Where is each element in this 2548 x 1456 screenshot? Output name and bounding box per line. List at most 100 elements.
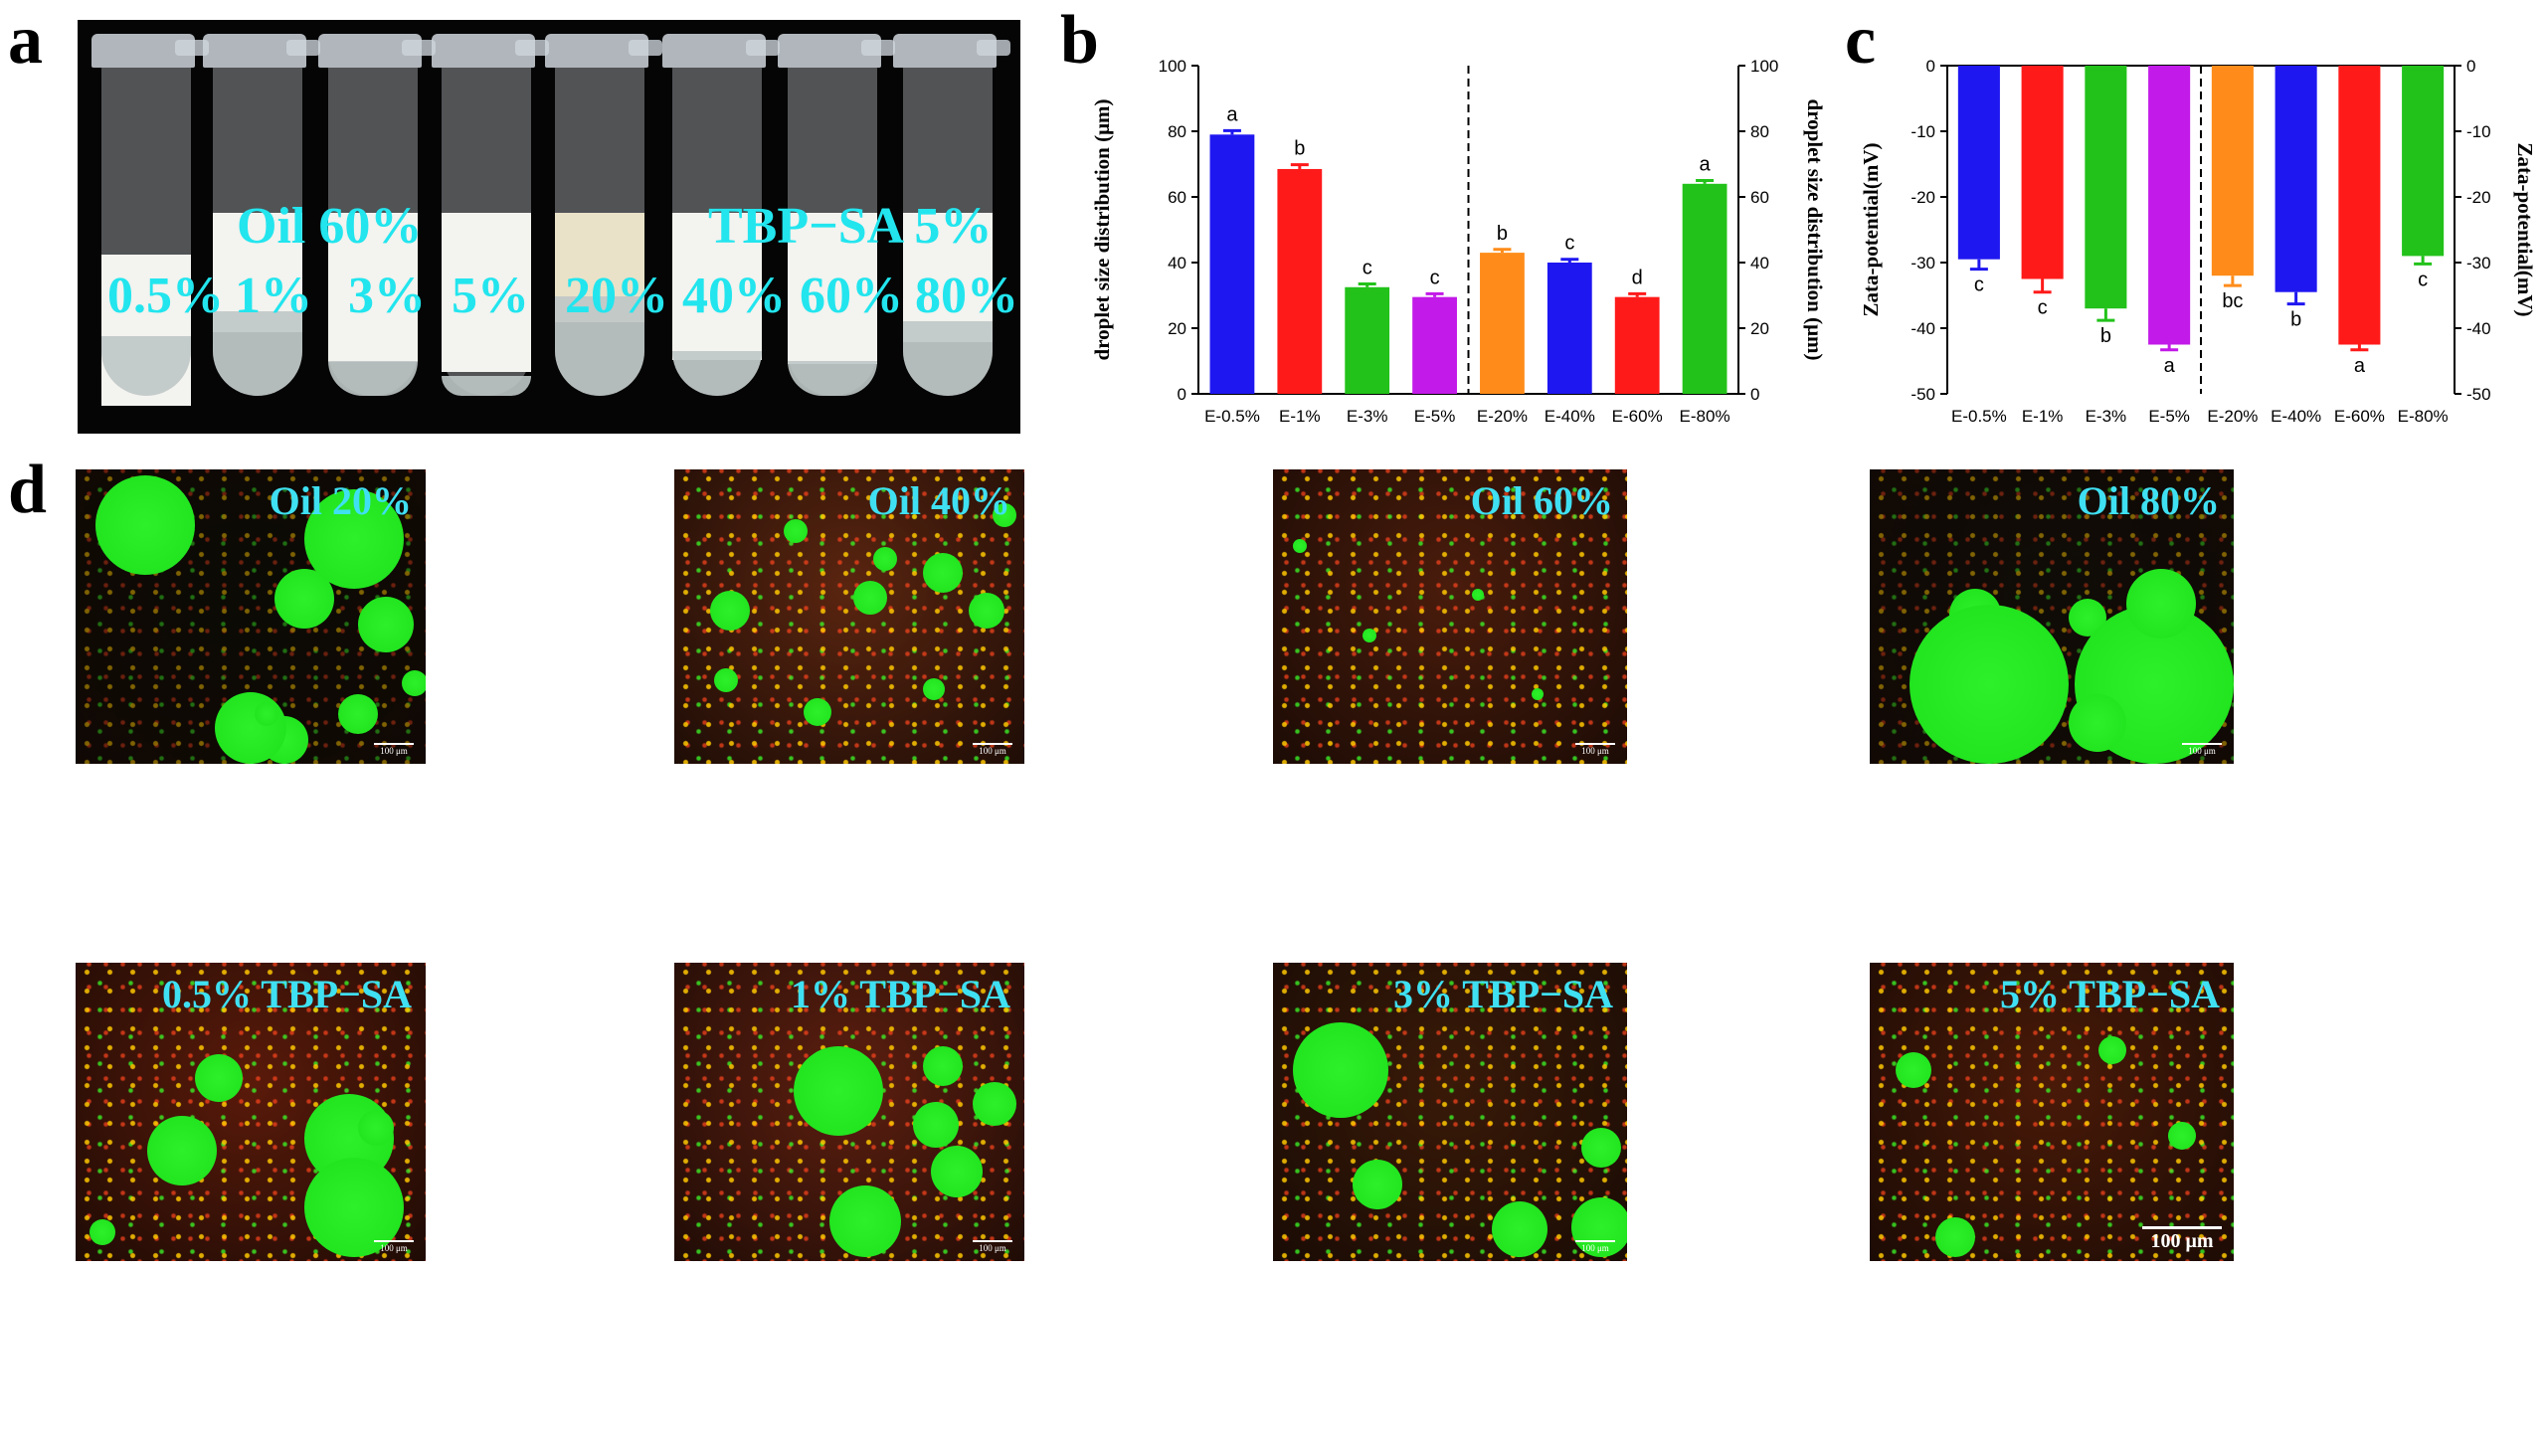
serum-layer bbox=[903, 321, 993, 396]
scale-bar-label: 100 μm bbox=[380, 1243, 408, 1253]
significance-letter: c bbox=[1430, 267, 1440, 288]
oil-droplet bbox=[338, 694, 378, 734]
tube-cap bbox=[662, 34, 766, 68]
micrograph-label: 0.5% TBP−SA bbox=[162, 972, 412, 1016]
y-tick-label-right: -50 bbox=[2466, 385, 2491, 404]
bar bbox=[2148, 66, 2191, 345]
oil-droplet bbox=[215, 692, 286, 764]
scale-bar: 100 μm bbox=[2182, 743, 2222, 756]
scale-bar: 100 μm bbox=[973, 1240, 1012, 1253]
oil-droplet bbox=[274, 569, 334, 629]
oil-droplet bbox=[255, 702, 278, 726]
sample-tube bbox=[545, 34, 662, 417]
bar bbox=[1682, 183, 1728, 394]
scale-bar: 100 μm bbox=[973, 743, 1012, 756]
oil-droplet bbox=[1581, 1128, 1621, 1168]
oil-droplet bbox=[969, 593, 1004, 629]
bar bbox=[2085, 66, 2127, 309]
oil-droplet bbox=[1293, 1022, 1388, 1118]
cream-layer bbox=[328, 213, 418, 362]
droplet-size-bar-chart: 0 0 20 20 40 40 60 60 80 80 100 100 a E-0.5% b E-1% c E-3… bbox=[1090, 57, 1827, 426]
significance-letter: c bbox=[2418, 269, 2428, 290]
serum-layer bbox=[672, 351, 762, 396]
tbp-sa-caption: TBP−SA 5% bbox=[708, 198, 993, 255]
sample-tube bbox=[893, 34, 1010, 417]
panel-letter-c: c bbox=[1845, 2, 1877, 79]
sample-tube bbox=[662, 34, 780, 417]
micrograph-label: 5% TBP−SA bbox=[2000, 972, 2220, 1016]
cream-layer bbox=[442, 213, 531, 372]
significance-letter: c bbox=[1363, 257, 1372, 278]
oil-droplet bbox=[2168, 1122, 2196, 1150]
x-tick-label: E-3% bbox=[2086, 407, 2127, 426]
bar bbox=[1345, 286, 1390, 394]
cream-layer bbox=[903, 213, 993, 342]
y-tick-label-right: 80 bbox=[1750, 122, 1769, 141]
oil-droplet bbox=[1363, 629, 1376, 642]
serum-layer bbox=[328, 361, 418, 396]
scale-bar-label: 100 μm bbox=[979, 746, 1006, 756]
oil-percentage-caption: Oil 60% bbox=[237, 198, 423, 255]
oil-droplet bbox=[1492, 1201, 1547, 1257]
scale-bar-label: 100 μm bbox=[1581, 746, 1609, 756]
scale-bar-line bbox=[2142, 1226, 2222, 1229]
x-tick-label: E-20% bbox=[1477, 407, 1528, 426]
micrograph-panel: Oil 20% 100 μm bbox=[76, 469, 426, 764]
bar bbox=[2211, 66, 2254, 276]
oil-droplet bbox=[1910, 605, 2069, 764]
bar bbox=[1480, 253, 1525, 394]
tube-label-2: 3% bbox=[348, 268, 426, 324]
significance-letter: b bbox=[2290, 309, 2301, 331]
significance-letter: a bbox=[2354, 355, 2366, 377]
micrograph-label: 3% TBP−SA bbox=[1393, 972, 1613, 1016]
significance-letter: c bbox=[1564, 233, 1574, 255]
scale-bar: 100 μm bbox=[374, 1240, 414, 1253]
micrograph-label: 1% TBP−SA bbox=[791, 972, 1010, 1016]
tube-cap bbox=[545, 34, 648, 68]
micrograph-panel: Oil 80% 100 μm bbox=[1870, 469, 2234, 764]
oil-droplet bbox=[304, 489, 404, 589]
sample-tube bbox=[203, 34, 320, 417]
y-tick-label-left: 20 bbox=[1168, 319, 1186, 338]
y-tick-label-left: -10 bbox=[1911, 122, 1935, 141]
emulsion-tubes-photo: Oil 60% TBP−SA 5% 0.5% 1% 3% 5% 20% 40% … bbox=[78, 20, 1020, 434]
oil-droplet bbox=[2069, 694, 2126, 752]
oil-droplet bbox=[358, 597, 414, 652]
y-tick-label-right: -10 bbox=[2466, 122, 2491, 141]
x-tick-label: E-5% bbox=[1414, 407, 1456, 426]
x-tick-label: E-60% bbox=[1612, 407, 1663, 426]
bar bbox=[1957, 66, 2000, 260]
y-tick-label-right: 40 bbox=[1750, 254, 1769, 273]
scale-bar-label: 100 μm bbox=[2150, 1230, 2214, 1252]
bar bbox=[2275, 66, 2317, 292]
y-tick-label-left: 0 bbox=[1178, 385, 1186, 404]
oil-droplet bbox=[1353, 1160, 1402, 1209]
y-axis-title-right: droplet size distribution (μm) bbox=[1803, 99, 1827, 361]
scale-bar-line bbox=[973, 1240, 1012, 1242]
tube-cap bbox=[893, 34, 997, 68]
y-tick-label-right: -30 bbox=[2466, 254, 2491, 273]
tube-cap bbox=[91, 34, 195, 68]
y-tick-label-left: 0 bbox=[1926, 57, 1935, 76]
bar bbox=[2021, 66, 2064, 279]
scale-bar-line bbox=[2182, 743, 2222, 745]
significance-letter: c bbox=[1974, 274, 1984, 296]
y-tick-label-left: -40 bbox=[1911, 319, 1935, 338]
oil-droplet bbox=[1571, 1197, 1627, 1257]
y-tick-label-left: 60 bbox=[1168, 188, 1186, 207]
x-tick-label: E-80% bbox=[1680, 407, 1730, 426]
y-tick-label-right: 60 bbox=[1750, 188, 1769, 207]
oil-droplet bbox=[2126, 569, 2196, 638]
oil-droplet bbox=[1293, 539, 1307, 553]
oil-droplet bbox=[710, 591, 750, 631]
scale-bar-label: 100 μm bbox=[380, 746, 408, 756]
y-tick-label-left: 80 bbox=[1168, 122, 1186, 141]
oil-droplet bbox=[1896, 1052, 1931, 1088]
significance-letter: bc bbox=[2222, 290, 2243, 312]
cream-layer bbox=[788, 213, 877, 364]
oil-droplet bbox=[973, 1082, 1016, 1126]
tube-cap bbox=[778, 34, 881, 68]
x-tick-label: E-80% bbox=[2398, 407, 2449, 426]
y-tick-label-right: 100 bbox=[1750, 57, 1778, 76]
scale-bar-label: 100 μm bbox=[979, 1243, 1006, 1253]
